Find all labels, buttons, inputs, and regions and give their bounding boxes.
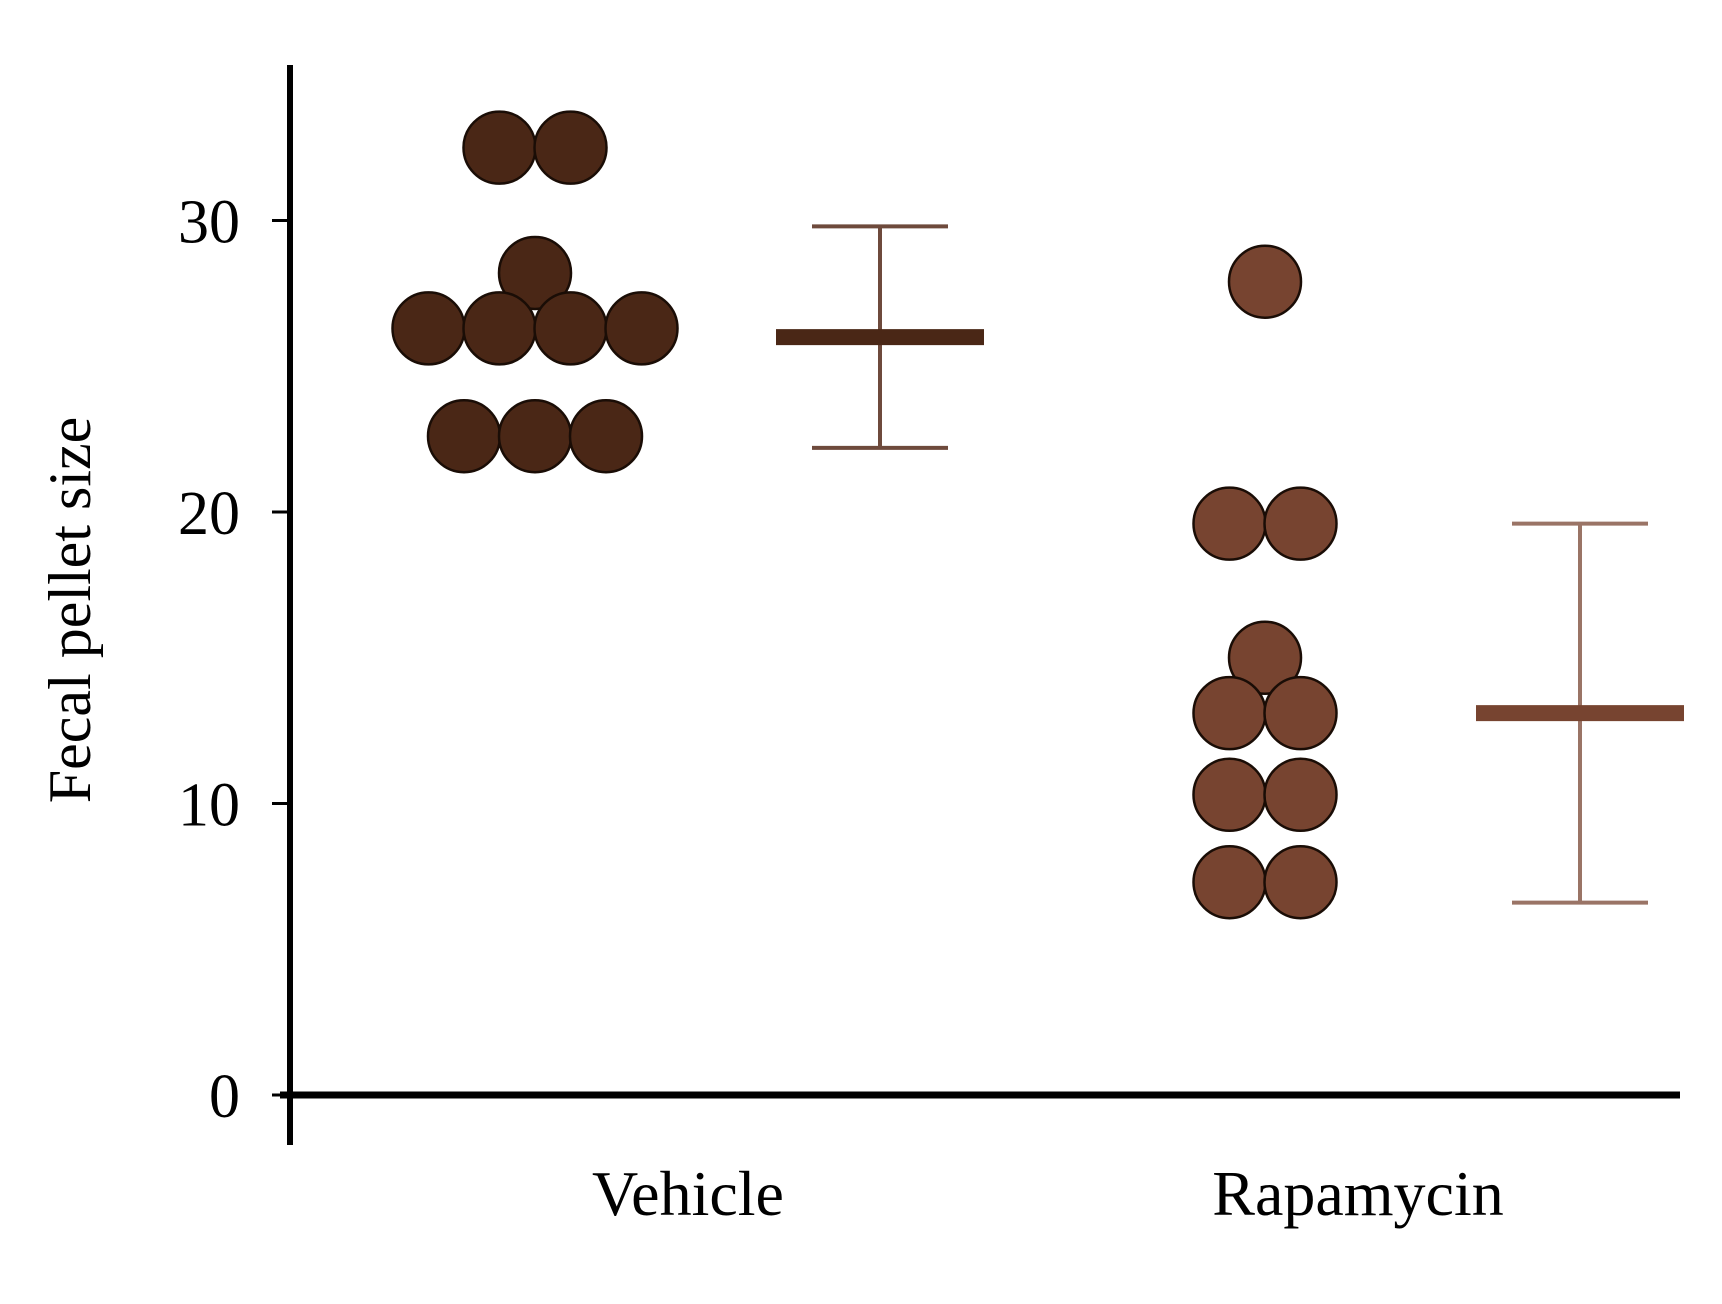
- axes: [280, 65, 1680, 1145]
- data-point: [1227, 244, 1303, 319]
- data-point: [1263, 486, 1338, 561]
- labels: Fecal pellet size Vehicle Rapamycin: [37, 417, 1504, 1229]
- data-point: [1192, 844, 1267, 920]
- data-point: [533, 291, 608, 366]
- data-point: [462, 110, 537, 185]
- data-point: [1263, 844, 1338, 920]
- y-tick-label: 10: [178, 772, 240, 840]
- x-category-label: Vehicle: [592, 1158, 784, 1229]
- data-points: [391, 110, 1338, 920]
- data-point: [497, 235, 573, 311]
- data-point: [391, 291, 466, 366]
- error-bars: [776, 224, 1684, 905]
- y-ticks: 0 10 20 30: [178, 189, 290, 1131]
- data-point: [426, 398, 502, 474]
- y-tick-label: 20: [178, 480, 240, 548]
- data-point: [533, 110, 608, 185]
- x-category-label: Rapamycin: [1212, 1158, 1503, 1229]
- y-axis-label: Fecal pellet size: [37, 417, 103, 803]
- data-point: [462, 291, 537, 366]
- data-point: [1263, 675, 1338, 751]
- data-point: [497, 398, 573, 474]
- y-tick-label: 30: [178, 189, 240, 257]
- data-point: [1192, 757, 1267, 833]
- data-point: [1192, 675, 1267, 751]
- data-point: [604, 291, 679, 366]
- data-point: [568, 398, 644, 474]
- data-point: [1227, 620, 1303, 695]
- data-point: [1192, 486, 1267, 561]
- data-point: [1263, 757, 1338, 833]
- y-tick-label: 0: [209, 1063, 240, 1131]
